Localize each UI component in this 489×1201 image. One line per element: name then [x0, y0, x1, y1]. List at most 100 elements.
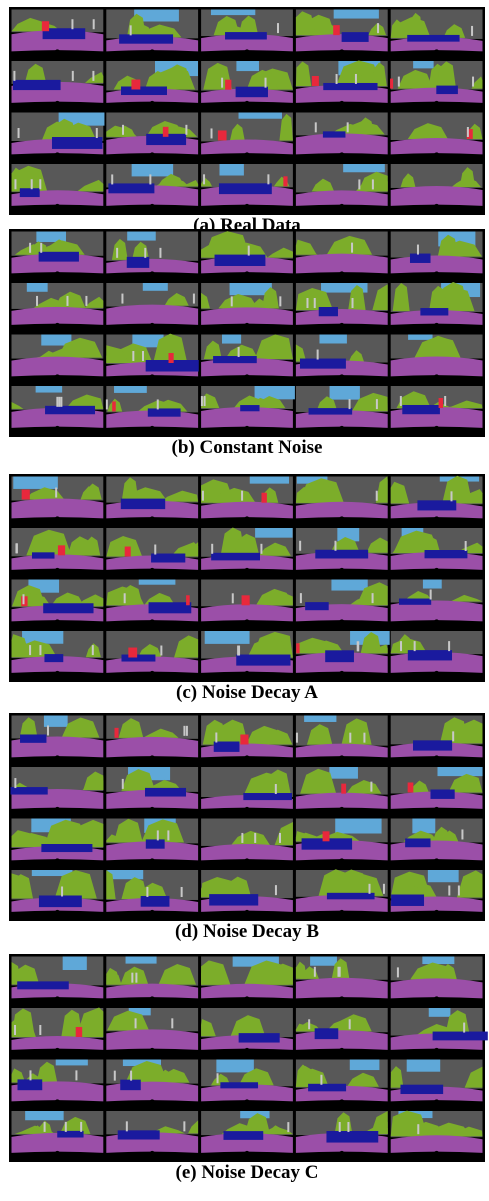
sky-patch	[250, 477, 289, 484]
hood-ornament	[150, 910, 155, 915]
pole	[221, 78, 223, 88]
pole	[337, 967, 339, 977]
hood-ornament	[339, 204, 344, 209]
pole	[126, 1121, 128, 1131]
hood-ornament	[55, 858, 60, 863]
sky-patch	[334, 10, 379, 19]
pole	[211, 128, 213, 138]
pole	[72, 71, 74, 81]
hood-ornament	[245, 49, 250, 54]
hood-ornament	[245, 323, 250, 328]
hood-ornament	[339, 1151, 344, 1156]
hood-ornament	[434, 910, 439, 915]
vehicle	[391, 894, 424, 905]
road	[296, 254, 388, 274]
road	[106, 984, 198, 999]
sky-patch	[429, 1008, 451, 1017]
pole	[217, 1073, 219, 1083]
pedestrian	[218, 130, 227, 140]
pole	[336, 74, 338, 84]
vehicle	[326, 1131, 378, 1143]
pole	[58, 397, 60, 407]
hood-ornament	[434, 996, 439, 1001]
pole	[275, 784, 277, 794]
hood-ornament	[150, 807, 155, 812]
pedestrian	[296, 643, 299, 653]
hood-ornament	[339, 996, 344, 1001]
road	[296, 1030, 388, 1050]
sky-patch	[211, 10, 255, 16]
vehicle	[219, 183, 272, 194]
vehicle	[400, 1085, 443, 1094]
vehicle	[211, 553, 260, 561]
vehicle	[223, 1131, 263, 1140]
road	[201, 604, 293, 621]
road	[391, 186, 483, 206]
vehicle	[145, 788, 186, 797]
pole	[467, 127, 469, 137]
vehicle	[141, 896, 170, 907]
panel: (d) Noise Decay B	[9, 713, 485, 942]
road	[391, 1135, 483, 1153]
vehicle	[327, 893, 375, 899]
pedestrian	[186, 595, 190, 605]
hood-ornament	[339, 374, 344, 379]
pole	[400, 396, 402, 406]
pole	[29, 243, 31, 253]
pole	[44, 1122, 46, 1132]
hood-ornament	[245, 426, 250, 431]
pole	[130, 1071, 132, 1081]
pole	[14, 1025, 16, 1035]
pole	[414, 641, 416, 651]
road	[391, 256, 483, 274]
hood-ornament	[339, 671, 344, 676]
panel: (a) Real Data	[9, 7, 485, 236]
hood-ornament	[245, 755, 250, 760]
pole	[132, 351, 134, 361]
pedestrian	[58, 545, 65, 555]
vehicle	[39, 895, 82, 907]
vehicle	[127, 257, 149, 268]
panel: (c) Noise Decay A	[9, 474, 485, 703]
pedestrian	[283, 176, 287, 186]
vehicle	[45, 406, 95, 414]
hood-ornament	[434, 49, 439, 54]
road	[296, 190, 388, 205]
hood-ornament	[434, 755, 439, 760]
hood-ornament	[434, 671, 439, 676]
pole	[160, 646, 162, 656]
hood-ornament	[150, 101, 155, 106]
sky-patch	[36, 386, 63, 393]
pole	[296, 733, 298, 743]
hood-ornament	[150, 1099, 155, 1104]
hood-ornament	[150, 858, 155, 863]
pole	[122, 125, 124, 135]
pole	[149, 174, 151, 184]
vehicle	[323, 131, 346, 137]
pedestrian	[114, 728, 118, 738]
pole	[181, 887, 183, 897]
road	[12, 307, 104, 325]
pole	[275, 885, 277, 895]
hood-ornament	[434, 323, 439, 328]
pedestrian	[128, 648, 137, 658]
hood-ornament	[55, 374, 60, 379]
pole	[349, 399, 351, 409]
sky-patch	[350, 1060, 380, 1071]
panel: (e) Noise Decay C	[9, 954, 488, 1183]
sky-patch	[407, 1060, 440, 1072]
hood-ornament	[245, 1099, 250, 1104]
page: (a) Real Data(b) Constant Noise(c) Noise…	[0, 0, 489, 1196]
pole	[146, 887, 148, 897]
pedestrian	[131, 79, 140, 89]
pole	[85, 296, 87, 306]
pole	[14, 778, 16, 788]
pedestrian	[168, 353, 173, 363]
pole	[334, 541, 336, 551]
sky-patch	[413, 61, 433, 68]
road	[106, 305, 198, 325]
road	[106, 1082, 198, 1102]
pole	[96, 128, 98, 138]
hood-ornament	[245, 101, 250, 106]
pole	[448, 885, 450, 895]
